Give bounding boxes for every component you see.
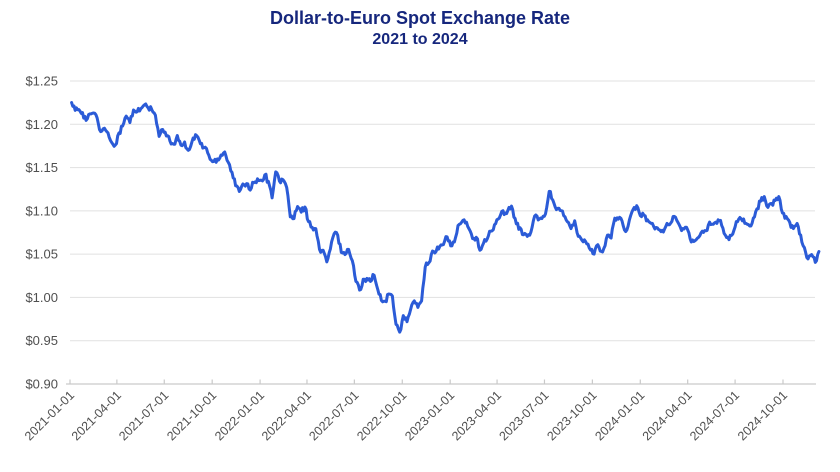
x-axis-tick-label: 2021-07-01 (116, 388, 171, 443)
chart-subtitle: 2021 to 2024 (372, 30, 468, 48)
x-axis-tick-label: 2024-01-01 (592, 388, 647, 443)
exchange-rate-line (70, 101, 821, 334)
y-axis-tick-label: $1.25 (25, 74, 58, 89)
chart-title: Dollar-to-Euro Spot Exchange Rate (269, 8, 571, 28)
y-axis-tick-label: $1.20 (25, 117, 58, 132)
y-axis-tick-label: $0.95 (25, 333, 58, 348)
x-axis-tick-label: 2022-10-01 (354, 388, 409, 443)
y-axis-tick-label: $1.15 (25, 160, 58, 175)
x-axis-tick-label: 2024-10-01 (735, 388, 790, 443)
x-axis-tick-label: 2024-04-01 (640, 388, 695, 443)
x-axis-tick-label: 2023-10-01 (544, 388, 599, 443)
x-axis-tick-label: 2023-01-01 (402, 388, 457, 443)
x-axis-tick-label: 2022-01-01 (212, 388, 267, 443)
x-axis-tick-label: 2023-04-01 (449, 388, 504, 443)
y-axis-tick-label: $1.00 (25, 290, 58, 305)
x-axis-tick-label: 2024-07-01 (687, 388, 742, 443)
chart-header: Dollar-to-Euro Spot Exchange Rate 2021 t… (0, 8, 840, 49)
x-axis-tick-label: 2022-07-01 (306, 388, 361, 443)
x-axis-tick-label: 2021-10-01 (164, 388, 219, 443)
x-axis-tick-label: 2022-04-01 (259, 388, 314, 443)
x-axis-tick-label: 2021-04-01 (69, 388, 124, 443)
x-axis-tick-label: 2021-01-01 (22, 388, 77, 443)
y-axis-tick-label: $1.05 (25, 247, 58, 262)
y-axis-tick-label: $1.10 (25, 203, 58, 218)
x-axis-tick-label: 2023-07-01 (496, 388, 551, 443)
y-axis-tick-label: $0.90 (25, 377, 58, 392)
